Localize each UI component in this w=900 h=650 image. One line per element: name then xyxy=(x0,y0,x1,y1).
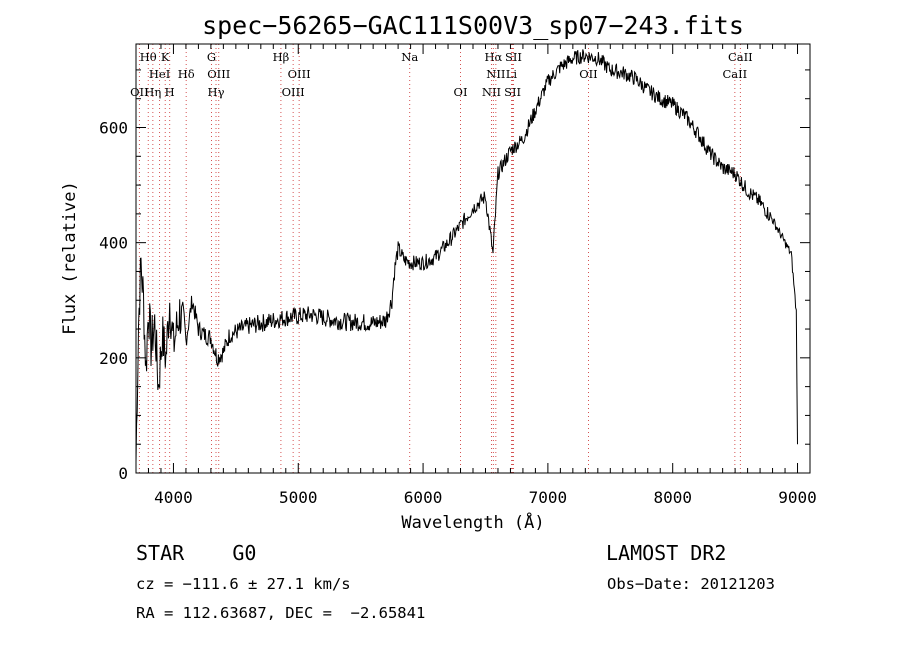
spectral-line-label: K xyxy=(161,50,170,64)
spectral-line-label: OIII xyxy=(282,85,305,99)
spectral-line-label: OIII xyxy=(207,67,230,81)
spectral-line-label: OI xyxy=(454,85,468,99)
spectral-line-label: CaII xyxy=(728,50,753,64)
spectrum-series xyxy=(135,49,798,463)
spectral-line-label: NII xyxy=(486,67,505,81)
spectral-line-label: OIII xyxy=(288,67,311,81)
x-tick-label: 9000 xyxy=(778,488,817,507)
redshift-value: cz = −111.6 ± 27.1 km/s xyxy=(136,575,351,593)
spectral-line-label: Hα xyxy=(484,50,502,64)
spectral-line-label: OII xyxy=(130,85,149,99)
y-tick-label: 400 xyxy=(99,234,128,253)
axis-ticks: 4000 5000 6000 7000 8000 9000 0 200 400 600 xyxy=(99,44,817,507)
spectral-line-label: H xyxy=(165,85,175,99)
spectral-line-label: G xyxy=(207,50,216,64)
plot-frame xyxy=(135,43,811,474)
x-tick-label: 8000 xyxy=(653,488,692,507)
spectral-line-label: OII xyxy=(579,67,598,81)
spectral-line-label: Hγ xyxy=(208,85,225,99)
spectral-line-label: Hθ xyxy=(140,50,157,64)
spectral-line-label: Li xyxy=(506,67,518,81)
chart-title: spec−56265−GAC111S00V3_sp07−243.fits xyxy=(202,11,744,40)
spectral-line-label: SII xyxy=(504,85,521,99)
spectral-line-label: Hη xyxy=(144,85,161,99)
spectral-line-label: NII xyxy=(482,85,501,99)
spectral-line-label: HeI xyxy=(149,67,170,81)
spectral-line-label: Hδ xyxy=(178,67,195,81)
x-axis-label: Wavelength (Å) xyxy=(401,511,544,533)
observation-date: Obs−Date: 20121203 xyxy=(607,575,775,593)
y-axis-label: Flux (relative) xyxy=(60,181,80,335)
survey-name: LAMOST DR2 xyxy=(606,541,727,565)
x-tick-label: 4000 xyxy=(154,488,193,507)
y-tick-label: 0 xyxy=(118,464,128,483)
spectral-class: STAR G0 xyxy=(136,541,257,565)
y-tick-label: 200 xyxy=(99,349,128,368)
spectral-line-label: CaII xyxy=(722,67,747,81)
x-tick-label: 7000 xyxy=(529,488,568,507)
spectral-line-label: SII xyxy=(505,50,522,64)
spectral-line-label: Na xyxy=(401,50,418,64)
sky-coordinates: RA = 112.63687, DEC = −2.65841 xyxy=(136,604,426,622)
y-tick-label: 600 xyxy=(99,118,128,137)
x-tick-label: 5000 xyxy=(279,488,318,507)
x-tick-label: 6000 xyxy=(404,488,443,507)
spectral-line-label: Hβ xyxy=(273,50,290,64)
spectrum-line xyxy=(135,49,798,463)
